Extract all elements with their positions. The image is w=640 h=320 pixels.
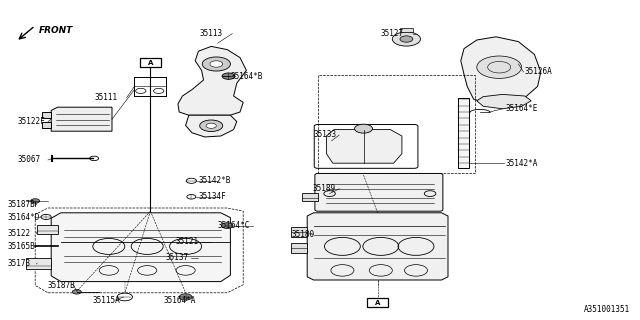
Polygon shape <box>326 130 402 163</box>
Text: 35134F: 35134F <box>198 192 226 201</box>
Bar <box>318 75 475 173</box>
Circle shape <box>31 199 40 203</box>
Polygon shape <box>51 107 112 131</box>
Text: 35113: 35113 <box>200 29 223 38</box>
Polygon shape <box>461 37 541 103</box>
Polygon shape <box>477 94 531 109</box>
Circle shape <box>222 73 235 79</box>
Polygon shape <box>51 213 230 282</box>
Text: 35189: 35189 <box>312 184 335 193</box>
Circle shape <box>355 124 372 133</box>
Text: FRONT: FRONT <box>38 26 73 35</box>
Text: 35164*E: 35164*E <box>506 104 538 113</box>
Text: 35164*A: 35164*A <box>163 296 196 305</box>
Bar <box>458 98 469 168</box>
Bar <box>140 58 161 67</box>
Text: A: A <box>375 300 380 306</box>
Text: 35067: 35067 <box>18 156 41 164</box>
Text: 35142*A: 35142*A <box>506 159 538 168</box>
Circle shape <box>400 36 413 42</box>
Bar <box>400 28 413 32</box>
Text: 35137: 35137 <box>165 253 188 262</box>
Circle shape <box>206 123 216 128</box>
Bar <box>291 243 307 253</box>
Bar <box>291 227 307 237</box>
Circle shape <box>179 294 192 300</box>
Circle shape <box>202 57 230 71</box>
Text: 35122: 35122 <box>8 229 31 238</box>
Text: 35164*D: 35164*D <box>8 213 40 222</box>
Text: 35111: 35111 <box>95 93 118 102</box>
Text: 35142*B: 35142*B <box>198 176 231 185</box>
Text: 35173: 35173 <box>8 260 31 268</box>
Text: 35165B: 35165B <box>8 242 35 251</box>
Circle shape <box>200 120 223 132</box>
Polygon shape <box>307 213 448 280</box>
Text: 35187B: 35187B <box>8 200 35 209</box>
Text: 35126A: 35126A <box>525 68 552 76</box>
Text: 35133: 35133 <box>314 130 337 139</box>
Bar <box>42 122 51 128</box>
Polygon shape <box>186 115 237 137</box>
Text: 35127: 35127 <box>381 29 404 38</box>
Text: A351001351: A351001351 <box>584 305 630 314</box>
Text: 35164*C: 35164*C <box>218 221 250 230</box>
Bar <box>302 193 318 201</box>
Text: 35164*B: 35164*B <box>230 72 263 81</box>
Text: 35180: 35180 <box>291 230 314 239</box>
Circle shape <box>221 223 233 228</box>
Text: 35121: 35121 <box>176 237 199 246</box>
Bar <box>367 298 388 307</box>
Text: 35187B: 35187B <box>48 281 76 290</box>
Text: 35115A: 35115A <box>93 296 120 305</box>
Circle shape <box>72 290 81 294</box>
Circle shape <box>392 32 420 46</box>
Polygon shape <box>178 46 246 115</box>
FancyBboxPatch shape <box>315 173 443 211</box>
Circle shape <box>477 56 522 78</box>
Text: 35122F: 35122F <box>18 117 45 126</box>
Bar <box>42 112 51 118</box>
Bar <box>26 258 51 269</box>
Bar <box>37 225 58 234</box>
Circle shape <box>210 61 223 67</box>
Text: A: A <box>148 60 153 66</box>
